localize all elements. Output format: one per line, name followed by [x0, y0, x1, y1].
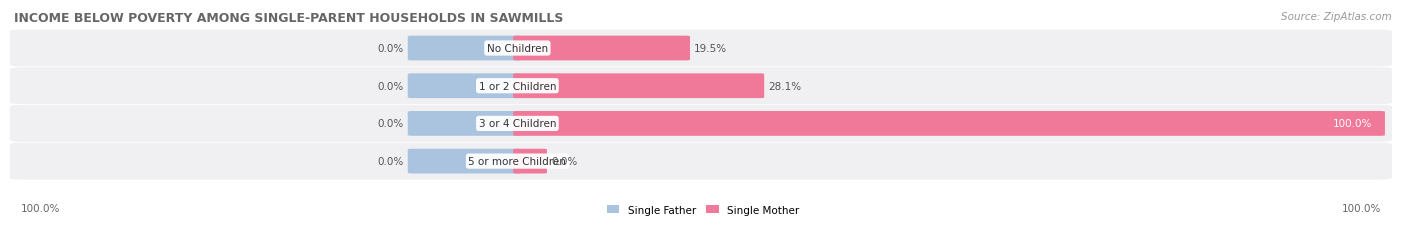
Text: 0.0%: 0.0%: [377, 119, 404, 129]
Text: 0.0%: 0.0%: [377, 156, 404, 166]
Text: 0.0%: 0.0%: [551, 156, 578, 166]
Text: 100.0%: 100.0%: [1341, 203, 1381, 213]
Text: 19.5%: 19.5%: [695, 44, 727, 54]
Legend: Single Father, Single Mother: Single Father, Single Mother: [603, 201, 803, 219]
Text: 28.1%: 28.1%: [769, 81, 801, 91]
Text: 3 or 4 Children: 3 or 4 Children: [478, 119, 557, 129]
Text: 0.0%: 0.0%: [377, 44, 404, 54]
Text: Source: ZipAtlas.com: Source: ZipAtlas.com: [1281, 12, 1392, 21]
Text: No Children: No Children: [486, 44, 548, 54]
Text: 0.0%: 0.0%: [377, 81, 404, 91]
Text: 100.0%: 100.0%: [21, 203, 60, 213]
Text: 100.0%: 100.0%: [1333, 119, 1372, 129]
Text: INCOME BELOW POVERTY AMONG SINGLE-PARENT HOUSEHOLDS IN SAWMILLS: INCOME BELOW POVERTY AMONG SINGLE-PARENT…: [14, 12, 564, 24]
Text: 1 or 2 Children: 1 or 2 Children: [478, 81, 557, 91]
Text: 5 or more Children: 5 or more Children: [468, 156, 567, 166]
